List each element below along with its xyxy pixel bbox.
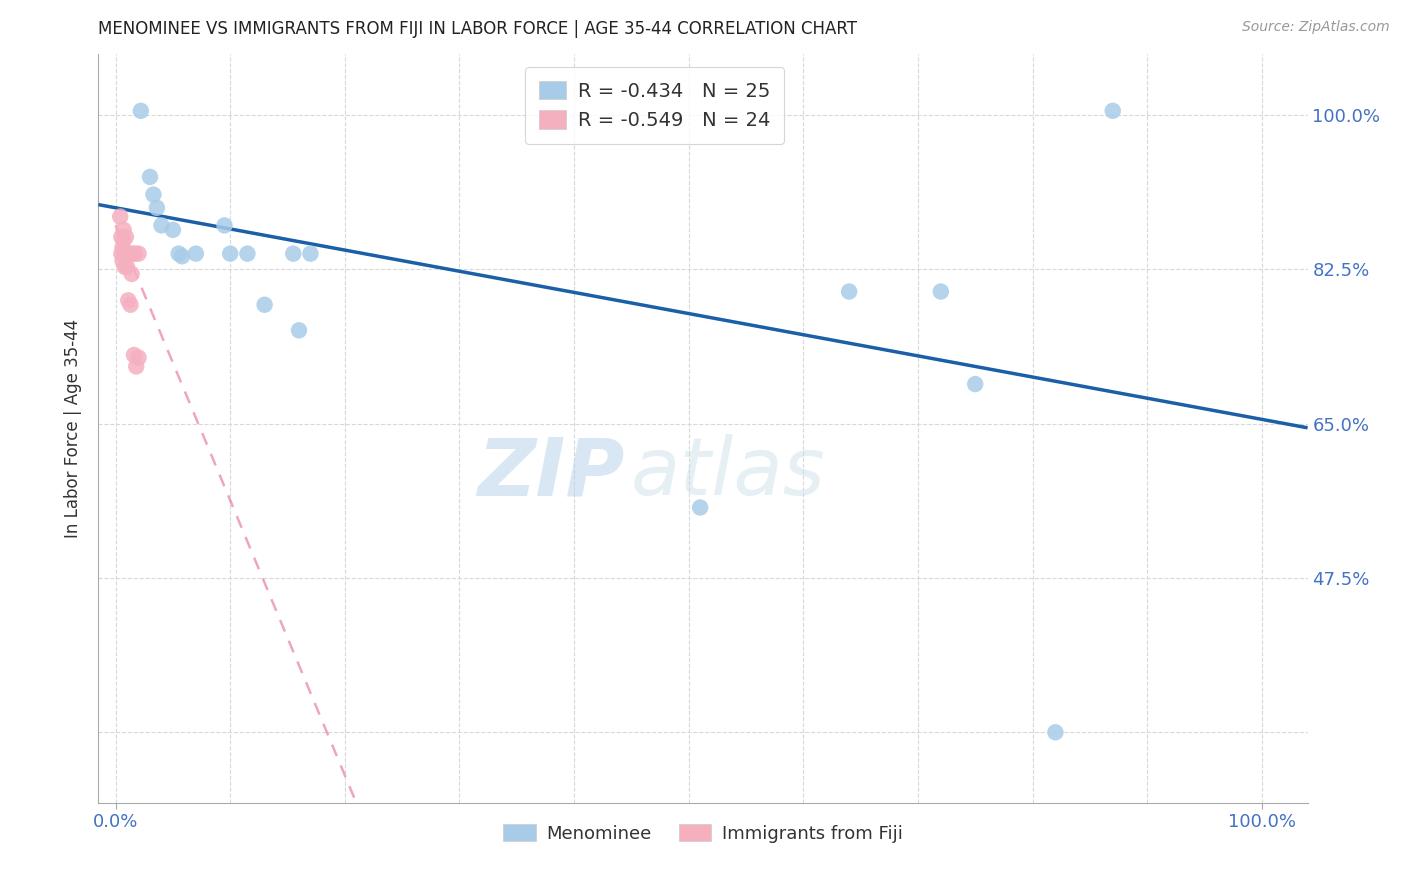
Point bbox=[184, 246, 207, 260]
Point bbox=[118, 246, 141, 260]
Point bbox=[112, 234, 135, 248]
Point bbox=[288, 323, 311, 337]
Point bbox=[115, 246, 138, 260]
Point bbox=[299, 246, 322, 260]
Point bbox=[110, 230, 132, 244]
Point bbox=[236, 246, 259, 260]
Point bbox=[150, 219, 173, 233]
Point bbox=[120, 298, 142, 312]
Point bbox=[689, 500, 711, 515]
Point bbox=[838, 285, 860, 299]
Point bbox=[146, 201, 169, 215]
Point bbox=[965, 377, 987, 392]
Point bbox=[219, 246, 242, 260]
Point bbox=[128, 246, 150, 260]
Point bbox=[139, 169, 162, 184]
Point bbox=[108, 210, 131, 224]
Point bbox=[111, 240, 134, 254]
Point bbox=[122, 348, 145, 362]
Point bbox=[214, 219, 236, 233]
Point bbox=[162, 223, 184, 237]
Point bbox=[111, 253, 134, 268]
Point bbox=[929, 285, 952, 299]
Point bbox=[117, 246, 139, 260]
Point bbox=[114, 260, 136, 274]
Point bbox=[114, 246, 136, 260]
Point bbox=[115, 246, 138, 260]
Point bbox=[128, 351, 150, 365]
Text: ZIP: ZIP bbox=[477, 434, 624, 512]
Point bbox=[115, 260, 138, 274]
Point bbox=[115, 230, 138, 244]
Point bbox=[124, 246, 146, 260]
Point bbox=[121, 246, 143, 260]
Point bbox=[1045, 725, 1067, 739]
Point bbox=[283, 246, 305, 260]
Text: MENOMINEE VS IMMIGRANTS FROM FIJI IN LABOR FORCE | AGE 35-44 CORRELATION CHART: MENOMINEE VS IMMIGRANTS FROM FIJI IN LAB… bbox=[98, 21, 858, 38]
Text: atlas: atlas bbox=[630, 434, 825, 512]
Point bbox=[125, 359, 148, 374]
Point bbox=[1101, 103, 1123, 118]
Point bbox=[172, 249, 194, 263]
Point bbox=[110, 246, 132, 260]
Point bbox=[142, 187, 165, 202]
Legend: Menominee, Immigrants from Fiji: Menominee, Immigrants from Fiji bbox=[496, 817, 910, 850]
Text: Source: ZipAtlas.com: Source: ZipAtlas.com bbox=[1241, 20, 1389, 34]
Point bbox=[253, 298, 276, 312]
Point bbox=[112, 223, 135, 237]
Point bbox=[167, 246, 190, 260]
Point bbox=[121, 267, 143, 281]
Point bbox=[117, 293, 139, 308]
Y-axis label: In Labor Force | Age 35-44: In Labor Force | Age 35-44 bbox=[63, 318, 82, 538]
Point bbox=[129, 103, 152, 118]
